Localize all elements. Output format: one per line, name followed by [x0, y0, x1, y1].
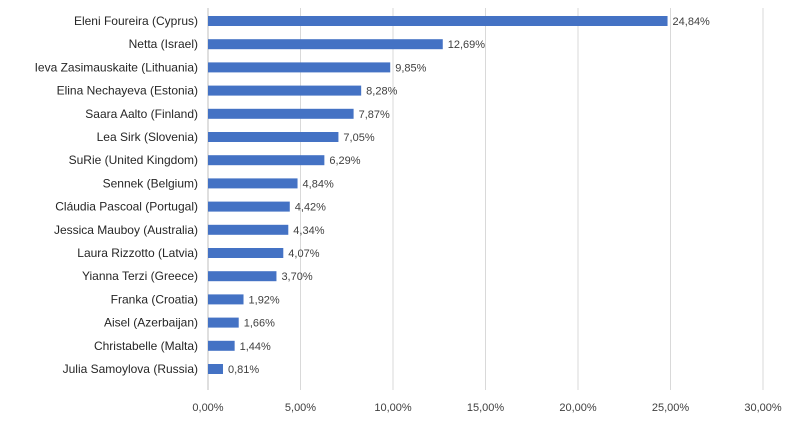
data-label: 1,44%	[240, 341, 271, 353]
bar	[208, 317, 239, 328]
data-label: 7,05%	[343, 132, 374, 144]
category-label: SuRie (United Kingdom)	[69, 153, 198, 167]
category-label: Yianna Terzi (Greece)	[82, 269, 198, 283]
x-tick-label: 25,00%	[652, 402, 690, 414]
x-tick-label: 30,00%	[744, 402, 782, 414]
category-label: Julia Samoylova (Russia)	[63, 362, 198, 376]
data-label: 7,87%	[359, 109, 390, 121]
bar	[208, 248, 284, 258]
x-tick-label: 20,00%	[559, 402, 597, 414]
category-label: Ieva Zasimauskaite (Lithuania)	[35, 60, 198, 74]
category-label: Eleni Foureira (Cyprus)	[74, 14, 198, 28]
data-label: 12,69%	[448, 39, 486, 51]
data-label: 24,84%	[673, 16, 711, 28]
data-label: 8,28%	[366, 86, 397, 98]
category-label: Aisel (Azerbaijan)	[104, 316, 198, 330]
bars	[208, 16, 668, 374]
data-label: 9,85%	[395, 62, 426, 74]
category-label: Laura Rizzotto (Latvia)	[77, 246, 198, 260]
data-label: 1,92%	[249, 294, 280, 306]
data-label: 4,34%	[293, 225, 324, 237]
category-labels: Eleni Foureira (Cyprus) Netta (Israel) Iev…	[35, 14, 198, 376]
category-label: Cláudia Pascoal (Portugal)	[55, 200, 198, 214]
data-labels: 24,84% 12,69% 9,85% 8,28% 7,87% 7,05% 6,29% 4,8…	[228, 16, 710, 376]
bar	[208, 85, 362, 96]
data-label: 3,70%	[281, 271, 312, 283]
bar	[208, 39, 443, 50]
data-label: 0,81%	[228, 364, 259, 376]
category-label: Lea Sirk (Slovenia)	[97, 130, 198, 144]
category-label: Jessica Mauboy (Australia)	[54, 223, 198, 237]
bar	[208, 201, 290, 212]
bar	[208, 364, 223, 374]
bar	[208, 294, 244, 305]
data-label: 6,29%	[329, 155, 360, 167]
bar	[208, 340, 235, 351]
x-tick-label: 0,00%	[192, 402, 223, 414]
bar	[208, 271, 277, 282]
bar	[208, 155, 325, 166]
x-tick-label: 10,00%	[374, 402, 412, 414]
x-axis-tick-labels: 0,00% 5,00% 10,00% 15,00% 20,00% 25,00% 30,00%	[192, 402, 781, 414]
category-label: Christabelle (Malta)	[94, 339, 198, 353]
bar	[208, 62, 391, 73]
category-label: Elina Nechayeva (Estonia)	[57, 84, 198, 98]
data-label: 4,42%	[295, 202, 326, 214]
data-label: 4,07%	[288, 248, 319, 260]
bar	[208, 108, 354, 119]
bar	[208, 132, 339, 142]
data-label: 1,66%	[244, 318, 275, 330]
category-label: Netta (Israel)	[129, 37, 198, 51]
data-label: 4,84%	[303, 178, 334, 190]
category-label: Sennek (Belgium)	[103, 176, 198, 190]
bar	[208, 16, 668, 26]
category-label: Saara Aalto (Finland)	[85, 107, 198, 121]
bar	[208, 224, 289, 235]
bar	[208, 178, 298, 189]
x-tick-label: 5,00%	[285, 402, 316, 414]
category-label: Franka (Croatia)	[111, 292, 198, 306]
x-tick-label: 15,00%	[467, 402, 505, 414]
